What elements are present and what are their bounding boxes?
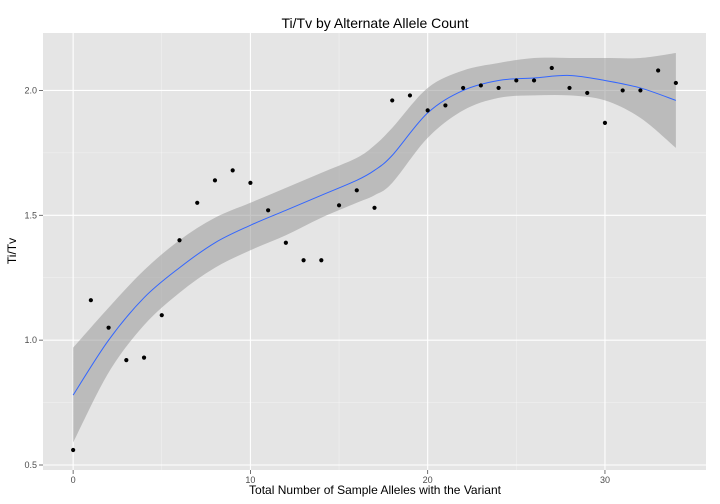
data-point xyxy=(478,83,483,88)
data-point xyxy=(248,180,253,185)
data-point xyxy=(106,325,111,330)
data-point xyxy=(443,103,448,108)
smooth-line xyxy=(72,74,677,396)
x-axis-ticks: 0 10 20 30 xyxy=(71,470,610,485)
data-point xyxy=(195,200,200,205)
data-point xyxy=(177,238,182,243)
data-point xyxy=(372,205,377,210)
data-point xyxy=(602,120,608,125)
data-point xyxy=(567,85,572,91)
data-point xyxy=(656,68,661,73)
data-point xyxy=(336,203,342,208)
y-tick-label: 2.0 xyxy=(24,85,37,95)
data-point xyxy=(531,78,537,83)
y-tick-label: 0.5 xyxy=(24,460,37,470)
data-point xyxy=(496,85,501,91)
x-tick-label: 20 xyxy=(423,475,433,485)
y-tick-label: 1.0 xyxy=(24,335,37,345)
confidence-ribbon xyxy=(73,52,676,443)
data-point xyxy=(301,258,306,263)
x-tick-label: 0 xyxy=(71,475,76,485)
y-tick-label: 1.5 xyxy=(24,210,37,220)
data-point xyxy=(266,208,271,213)
x-tick-label: 10 xyxy=(245,475,255,485)
data-point xyxy=(124,358,129,363)
data-point xyxy=(390,98,395,103)
data-point xyxy=(585,90,590,96)
plot-panel xyxy=(43,33,706,470)
data-point xyxy=(230,168,235,173)
x-axis-title: Total Number of Sample Alleles with the … xyxy=(249,483,502,497)
data-point xyxy=(514,78,519,83)
data-point xyxy=(283,240,288,245)
data-point xyxy=(620,88,625,93)
x-tick-label: 30 xyxy=(600,475,610,485)
y-axis-ticks: 0.5 1.0 1.5 2.0 xyxy=(24,85,43,470)
data-point xyxy=(212,178,218,183)
data-point xyxy=(461,85,466,91)
data-point xyxy=(549,65,554,71)
data-point xyxy=(71,447,76,453)
y-axis-title: Ti/Tv xyxy=(5,238,19,264)
data-point xyxy=(425,108,430,113)
data-point xyxy=(407,93,413,98)
data-point xyxy=(141,355,147,360)
chart-title: Ti/Tv by Alternate Allele Count xyxy=(281,15,468,31)
data-point xyxy=(319,258,324,263)
data-point xyxy=(88,298,93,303)
data-point xyxy=(638,88,643,93)
data-point xyxy=(673,80,678,86)
data-points xyxy=(71,65,678,453)
data-point xyxy=(159,313,164,318)
data-point xyxy=(354,188,359,193)
